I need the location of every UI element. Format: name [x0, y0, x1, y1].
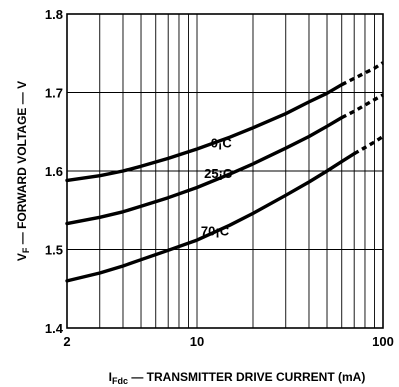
- series-labels: 0¡C 25¡C 70¡C: [201, 135, 233, 238]
- tick-labels: 1.4 1.5 1.6 1.7 1.8 2 10 100: [45, 7, 394, 349]
- series-extension-2: [353, 135, 384, 156]
- x-tick-label: 10: [190, 334, 204, 349]
- y-axis-label-main: V: [15, 253, 29, 261]
- x-tick-label: 2: [63, 334, 70, 349]
- series-line-0: [65, 82, 344, 183]
- y-tick-label: 1.4: [45, 321, 64, 336]
- y-axis-label: VF — FORWARD VOLTAGE — V: [15, 81, 31, 261]
- series-lines: [65, 61, 384, 283]
- series-line-1: [65, 115, 344, 226]
- y-axis-label-sub: F: [21, 247, 31, 253]
- x-axis-label-rest: — TRANSMITTER DRIVE CURRENT (mA): [128, 370, 365, 384]
- series-extension-1: [340, 93, 384, 120]
- x-axis-label: IFdc — TRANSMITTER DRIVE CURRENT (mA): [109, 370, 366, 386]
- plot-frame: [66, 13, 384, 329]
- series-label-1: 25¡C: [204, 166, 233, 181]
- x-axis-label-sub: Fdc: [112, 376, 128, 386]
- series-extension-0: [340, 61, 384, 87]
- x-tick-label: 100: [372, 334, 394, 349]
- y-tick-label: 1.7: [45, 86, 63, 101]
- series-label-0: 0¡C: [211, 135, 233, 150]
- y-axis-label-rest: — FORWARD VOLTAGE — V: [15, 81, 29, 248]
- y-tick-label: 1.5: [45, 243, 63, 258]
- series-label-2: 70¡C: [201, 223, 230, 238]
- y-tick-label: 1.8: [45, 7, 63, 22]
- y-tick-label: 1.6: [45, 164, 63, 179]
- series-line-2: [65, 151, 356, 283]
- x-axis-label-main: I: [109, 370, 112, 384]
